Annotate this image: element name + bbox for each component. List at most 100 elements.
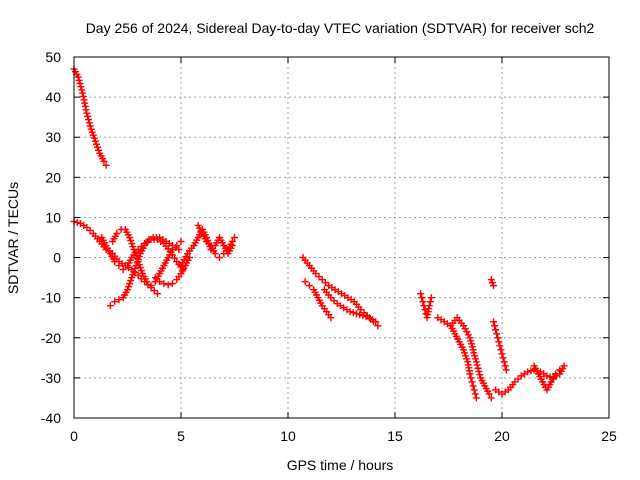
data-point (179, 266, 187, 274)
data-point (203, 238, 211, 246)
data-point (471, 390, 479, 398)
grid-lines (74, 57, 609, 418)
data-point (83, 109, 91, 117)
data-point (164, 281, 172, 289)
series-arc-8 (194, 221, 238, 262)
data-point (352, 310, 360, 318)
data-point (475, 367, 483, 375)
data-point (186, 254, 194, 262)
data-point (82, 106, 90, 114)
data-point (86, 122, 94, 130)
data-point (75, 76, 83, 84)
data-point (301, 278, 309, 286)
plot-frame (73, 56, 610, 419)
data-point (468, 378, 476, 386)
data-point (473, 361, 481, 369)
data-point (491, 322, 499, 330)
data-point (119, 266, 127, 274)
y-tick-label: -30 (41, 370, 61, 386)
data-point (115, 296, 123, 304)
data-point (79, 92, 87, 100)
data-point (177, 238, 185, 246)
data-point (493, 330, 501, 338)
y-tick-label: 30 (45, 129, 61, 145)
data-point (496, 342, 504, 350)
y-tick-label: 0 (53, 250, 61, 266)
data-point (426, 298, 434, 306)
data-point (111, 298, 119, 306)
y-tick-label: -20 (41, 330, 61, 346)
tick-labels: 0 5 10 15 20 25 -40 -30 -20 -10 0 10 20 30 40 50 (41, 49, 617, 444)
data-point (474, 364, 482, 372)
data-point (489, 318, 497, 326)
y-tick-label: 10 (45, 209, 61, 225)
data-point (374, 322, 382, 330)
data-point (466, 370, 474, 378)
data-point (425, 302, 433, 310)
data-point (359, 312, 367, 320)
data-point (74, 73, 82, 81)
data-point (497, 346, 505, 354)
x-tick-label: 5 (177, 428, 185, 444)
data-point (495, 338, 503, 346)
data-point (153, 290, 161, 298)
x-tick-label: 10 (280, 428, 296, 444)
data-point (467, 374, 475, 382)
series-arc-12 (417, 290, 435, 322)
data-point (81, 99, 89, 107)
data-point (372, 318, 380, 326)
data-point (492, 326, 500, 334)
data-point (501, 362, 509, 370)
series-arc-5 (106, 234, 183, 310)
data-point (472, 394, 480, 402)
data-point (145, 236, 153, 244)
data-point (143, 278, 151, 286)
series-arc-4 (109, 225, 185, 290)
data-point (78, 86, 86, 94)
data-point (100, 157, 108, 165)
x-axis-label: GPS time / hours (287, 457, 394, 473)
y-tick-label: 20 (45, 169, 61, 185)
data-point (220, 250, 228, 258)
data-point (469, 382, 477, 390)
data-point (156, 278, 164, 286)
data-point (524, 368, 532, 376)
series-arc-7 (177, 225, 236, 270)
data-point (494, 334, 502, 342)
series-arc-14 (447, 322, 480, 402)
data-point (470, 386, 478, 394)
data-point (499, 354, 507, 362)
data-point (487, 394, 495, 402)
data-point (106, 302, 114, 310)
data-point (527, 367, 535, 375)
series-arc-18 (530, 362, 564, 394)
y-tick-label: 50 (45, 49, 61, 65)
data-point (216, 254, 224, 262)
data-point (111, 258, 119, 266)
data-point (76, 79, 84, 87)
data-point (160, 280, 168, 288)
data-point (231, 234, 238, 241)
data-point (77, 83, 85, 91)
chart-title: Day 256 of 2024, Sidereal Day-to-day VTE… (86, 20, 595, 36)
data-point (211, 250, 219, 258)
data-point (502, 366, 510, 374)
data-point (356, 311, 364, 319)
data-point (362, 313, 370, 321)
series-arc-10 (301, 278, 335, 322)
x-tick-label: 20 (494, 428, 510, 444)
series-arc-11 (320, 286, 380, 326)
data-point (556, 366, 564, 374)
y-tick-label: 40 (45, 89, 61, 105)
data-point (80, 96, 88, 104)
data-point (552, 370, 559, 378)
y-tick-label: -40 (41, 410, 61, 426)
x-tick-label: 25 (601, 428, 617, 444)
series-arc-13 (434, 314, 495, 402)
y-tick-label: -10 (41, 290, 61, 306)
data-point (305, 282, 313, 290)
y-axis-label: SDTVAR / TECUs (5, 182, 21, 294)
data-point (327, 314, 335, 322)
